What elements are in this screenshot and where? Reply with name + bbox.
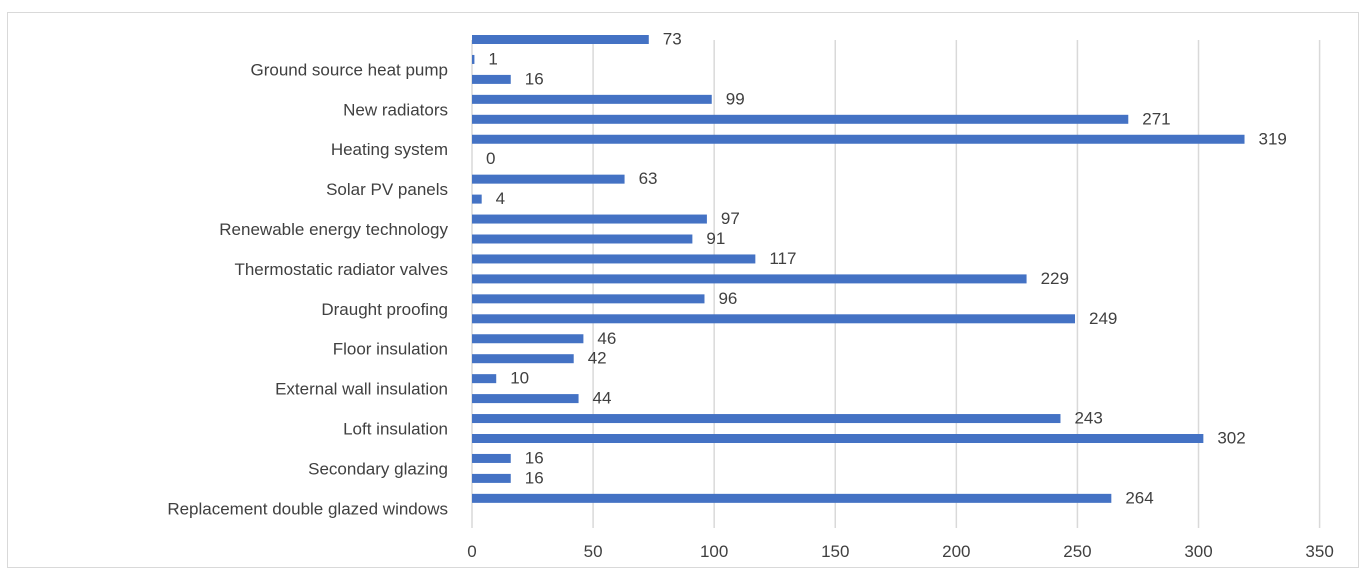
data-label: 91 [706,229,725,248]
x-tick-label: 0 [467,542,476,561]
gridlines [471,40,1321,528]
data-label: 44 [593,389,612,408]
category-label: Loft insulation [343,420,448,439]
bar [472,134,1245,144]
bar [472,334,584,344]
data-label: 16 [525,448,544,467]
category-label: Solar PV panels [326,180,448,199]
data-label: 243 [1074,409,1102,428]
data-label: 1 [488,49,497,68]
x-tick-label: 100 [700,542,728,561]
data-label: 73 [663,30,682,49]
bar [472,274,1027,284]
category-axis-labels: Ground source heat pump New radiators Heat… [167,60,448,518]
value-axis-labels: 0 50 100 150 200 250 300 350 [467,542,1334,561]
bar [472,94,712,104]
bar [472,354,574,364]
data-label: 97 [721,209,740,228]
data-label: 264 [1125,488,1153,507]
category-label: New radiators [343,100,448,119]
bar [472,54,475,64]
bar [472,234,693,244]
data-label: 99 [726,89,745,108]
data-label: 229 [1041,269,1069,288]
data-label: 271 [1142,109,1170,128]
data-label: 16 [525,468,544,487]
x-tick-label: 200 [942,542,970,561]
bar [472,493,1112,503]
category-label: Replacement double glazed windows [167,499,448,518]
data-label: 42 [588,349,607,368]
bar [472,414,1061,424]
data-label: 302 [1217,429,1245,448]
category-label: Heating system [331,140,448,159]
x-tick-label: 250 [1063,542,1091,561]
bars [472,35,1245,503]
data-label: 63 [639,169,658,188]
data-label: 0 [486,149,495,168]
bar [472,174,625,184]
data-label: 16 [525,69,544,88]
data-label: 117 [769,249,796,268]
bar [472,473,511,483]
data-label: 46 [597,329,616,348]
category-label: Renewable energy technology [219,220,448,239]
data-label: 319 [1259,129,1287,148]
category-label: Floor insulation [333,340,448,359]
category-label: Draught proofing [321,300,448,319]
chart-area [7,12,1359,568]
x-tick-label: 350 [1305,542,1333,561]
x-tick-label: 150 [821,542,849,561]
bar [472,74,511,84]
data-label: 249 [1089,309,1117,328]
data-label: 96 [718,289,737,308]
bar [472,394,579,404]
category-label: Thermostatic radiator valves [234,260,448,279]
category-label: Secondary glazing [308,459,448,478]
x-tick-label: 300 [1184,542,1212,561]
bar [472,35,649,44]
bar [472,114,1129,124]
bar [472,294,705,304]
bar [472,194,482,204]
bar [472,214,707,224]
category-label: Ground source heat pump [250,60,448,79]
bar [472,314,1076,324]
category-label: External wall insulation [275,380,448,399]
x-tick-label: 50 [584,542,603,561]
bar [472,453,511,463]
data-label: 10 [510,369,529,388]
data-label: 4 [496,189,505,208]
bar [472,434,1204,443]
bar [472,254,756,264]
bar [472,374,497,384]
